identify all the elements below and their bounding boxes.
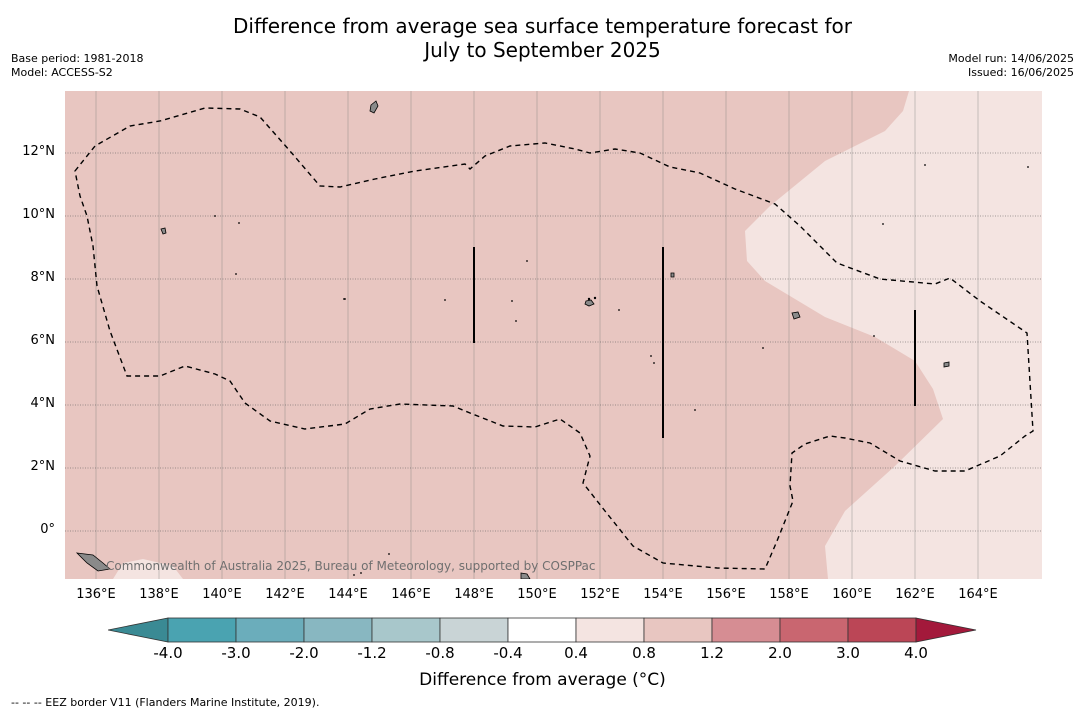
lon-label-136e: 136°E [76, 587, 116, 602]
eez-border [74, 107, 1034, 570]
colorbar-seg-9 [711, 617, 781, 643]
lon-label-142e: 142°E [265, 587, 305, 602]
meta-right: Model run: 14/06/2025 Issued: 16/06/2025 [948, 52, 1074, 80]
lon-label-162e: 162°E [895, 587, 935, 602]
cbar-label-8: 0.8 [632, 644, 656, 662]
colorbar-seg-4 [371, 617, 441, 643]
colorbar-seg-11 [847, 617, 917, 643]
map-title: Difference from average sea surface temp… [0, 14, 1085, 62]
cbar-label-2: -3.0 [221, 644, 251, 662]
map-area [65, 91, 1042, 579]
lat-label-4n: 4°N [30, 396, 56, 411]
cbar-label-10: 2.0 [768, 644, 792, 662]
lon-label-150e: 150°E [517, 587, 557, 602]
colorbar [107, 616, 978, 644]
model-name: Model: ACCESS-S2 [11, 66, 113, 79]
lat-label-12n: 12°N [22, 144, 55, 159]
base-period: Base period: 1981-2018 [11, 52, 144, 65]
lon-label-140e: 140°E [202, 587, 242, 602]
colorbar-seg-5 [439, 617, 509, 643]
lat-label-0: 0° [40, 522, 55, 537]
sst-light-region [745, 91, 1042, 579]
colorbar-seg-8 [643, 617, 713, 643]
colorbar-seg-2 [235, 617, 305, 643]
colorbar-seg-7 [575, 617, 645, 643]
title-line-2: July to September 2025 [424, 38, 661, 62]
lat-label-10n: 10°N [22, 207, 55, 222]
cbar-label-11: 3.0 [836, 644, 860, 662]
issued-date: Issued: 16/06/2025 [967, 66, 1074, 79]
lon-label-138e: 138°E [139, 587, 179, 602]
model-run: Model run: 14/06/2025 [948, 52, 1074, 65]
lon-label-146e: 146°E [391, 587, 431, 602]
cbar-label-1: -4.0 [153, 644, 183, 662]
grid-lat [65, 152, 1042, 532]
cbar-label-6: -0.4 [493, 644, 523, 662]
colorbar-seg-3 [303, 617, 373, 643]
grid [95, 91, 979, 579]
cbar-label-7: 0.4 [564, 644, 588, 662]
lon-label-158e: 158°E [769, 587, 809, 602]
title-line-1: Difference from average sea surface temp… [232, 14, 852, 38]
cbar-label-9: 1.2 [700, 644, 724, 662]
cbar-label-5: -0.8 [425, 644, 455, 662]
lon-label-160e: 160°E [832, 587, 872, 602]
colorbar-title: Difference from average (°C) [419, 670, 666, 690]
colorbar-seg-6 [507, 617, 577, 643]
cbar-label-3: -2.0 [289, 644, 319, 662]
lon-label-144e: 144°E [328, 587, 368, 602]
colorbar-seg-10 [779, 617, 849, 643]
lon-label-152e: 152°E [580, 587, 620, 602]
colorbar-svg [107, 617, 977, 643]
lon-label-156e: 156°E [706, 587, 746, 602]
small-islets [214, 164, 1029, 576]
meta-left: Base period: 1981-2018 Model: ACCESS-S2 [11, 52, 143, 80]
colorbar-arrow-right [915, 617, 977, 643]
eez-footnote: -- -- -- EEZ border V11 (Flanders Marine… [11, 696, 320, 709]
lon-label-148e: 148°E [454, 587, 494, 602]
sst-light-patch-sw [113, 559, 183, 579]
cbar-label-12: 4.0 [904, 644, 928, 662]
map-svg [65, 91, 1042, 579]
lon-label-154e: 154°E [643, 587, 683, 602]
cbar-label-4: -1.2 [357, 644, 387, 662]
copyright-watermark: Commonwealth of Australia 2025, Bureau o… [106, 559, 596, 573]
lat-label-8n: 8°N [30, 270, 56, 285]
islands [75, 100, 950, 579]
lat-label-2n: 2°N [30, 459, 56, 474]
lat-label-6n: 6°N [30, 333, 56, 348]
lon-label-164e: 164°E [958, 587, 998, 602]
marker-lines [473, 247, 916, 438]
colorbar-seg-1 [167, 617, 237, 643]
colorbar-arrow-left [107, 617, 169, 643]
